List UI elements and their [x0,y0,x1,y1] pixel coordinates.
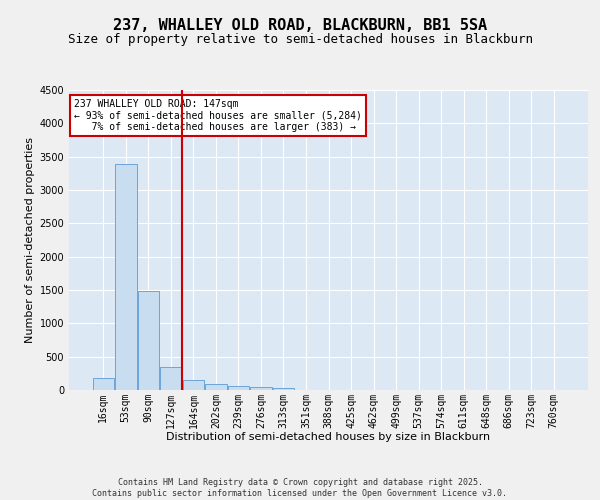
Bar [228,386,249,390]
X-axis label: Distribution of semi-detached houses by size in Blackburn: Distribution of semi-detached houses by … [166,432,491,442]
Y-axis label: Number of semi-detached properties: Number of semi-detached properties [25,137,35,343]
Text: 237 WHALLEY OLD ROAD: 147sqm
← 93% of semi-detached houses are smaller (5,284)
 : 237 WHALLEY OLD ROAD: 147sqm ← 93% of se… [74,99,362,132]
Bar [273,388,294,390]
Text: Contains HM Land Registry data © Crown copyright and database right 2025.
Contai: Contains HM Land Registry data © Crown c… [92,478,508,498]
Bar [160,367,182,390]
Text: Size of property relative to semi-detached houses in Blackburn: Size of property relative to semi-detach… [67,32,533,46]
Bar [205,384,227,390]
Bar [182,380,204,390]
Bar [92,378,114,390]
Bar [250,387,272,390]
Bar [137,292,159,390]
Text: 237, WHALLEY OLD ROAD, BLACKBURN, BB1 5SA: 237, WHALLEY OLD ROAD, BLACKBURN, BB1 5S… [113,18,487,32]
Bar [115,164,137,390]
